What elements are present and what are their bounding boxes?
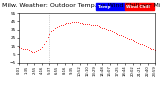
- Point: [144, 45, 147, 47]
- Point: [67, 22, 70, 24]
- Point: [20, 47, 22, 48]
- Point: [46, 36, 49, 38]
- Point: [135, 41, 138, 43]
- Point: [41, 46, 43, 48]
- Point: [80, 22, 83, 24]
- Point: [152, 49, 155, 50]
- Point: [93, 25, 96, 26]
- Point: [71, 21, 73, 23]
- Point: [37, 50, 39, 51]
- Point: [148, 47, 151, 48]
- Point: [120, 35, 123, 36]
- Point: [22, 48, 24, 49]
- Point: [137, 42, 140, 44]
- Point: [82, 23, 85, 25]
- Point: [107, 29, 109, 30]
- Point: [131, 40, 134, 41]
- Point: [154, 50, 156, 51]
- Point: [109, 30, 111, 31]
- Point: [86, 23, 88, 25]
- Text: Milw. Weather: Outdoor Temp. vs Wind Chill per Min. (24 Hrs): Milw. Weather: Outdoor Temp. vs Wind Chi…: [2, 3, 160, 8]
- Point: [73, 21, 75, 23]
- Point: [97, 26, 100, 27]
- Point: [39, 48, 41, 49]
- Point: [27, 50, 30, 51]
- Point: [61, 24, 64, 25]
- Point: [65, 22, 68, 24]
- Point: [124, 36, 126, 38]
- Point: [103, 27, 105, 29]
- Point: [118, 34, 121, 35]
- Point: [56, 26, 58, 28]
- Point: [122, 35, 124, 37]
- Point: [35, 50, 37, 52]
- Point: [60, 25, 62, 26]
- Point: [50, 31, 53, 32]
- Point: [99, 26, 102, 28]
- Point: [33, 51, 36, 53]
- Point: [112, 31, 115, 33]
- Point: [141, 44, 143, 45]
- Point: [75, 21, 77, 23]
- Point: [18, 46, 20, 48]
- Point: [150, 48, 153, 49]
- Point: [24, 48, 26, 49]
- Point: [116, 33, 119, 34]
- Point: [48, 33, 51, 34]
- Point: [29, 50, 32, 52]
- Point: [95, 25, 98, 26]
- Point: [54, 27, 56, 29]
- Point: [69, 22, 72, 24]
- Point: [110, 31, 113, 32]
- Point: [90, 24, 92, 25]
- Point: [105, 28, 107, 29]
- Point: [126, 37, 128, 39]
- Point: [58, 26, 60, 27]
- Point: [143, 45, 145, 46]
- Point: [52, 29, 54, 30]
- Point: [114, 32, 117, 34]
- Point: [139, 43, 141, 44]
- Text: Temp: Temp: [98, 5, 110, 9]
- Point: [88, 23, 90, 25]
- Point: [78, 22, 81, 24]
- Point: [146, 46, 149, 48]
- Point: [129, 39, 132, 40]
- Point: [84, 23, 87, 25]
- Point: [92, 24, 94, 25]
- Point: [25, 49, 28, 50]
- Point: [44, 40, 47, 42]
- Point: [31, 51, 34, 53]
- Point: [128, 38, 130, 39]
- Point: [101, 27, 104, 29]
- Point: [63, 23, 66, 25]
- Point: [133, 40, 136, 42]
- Point: [76, 21, 79, 23]
- Point: [42, 44, 45, 45]
- Text: Wind Chill: Wind Chill: [126, 5, 150, 9]
